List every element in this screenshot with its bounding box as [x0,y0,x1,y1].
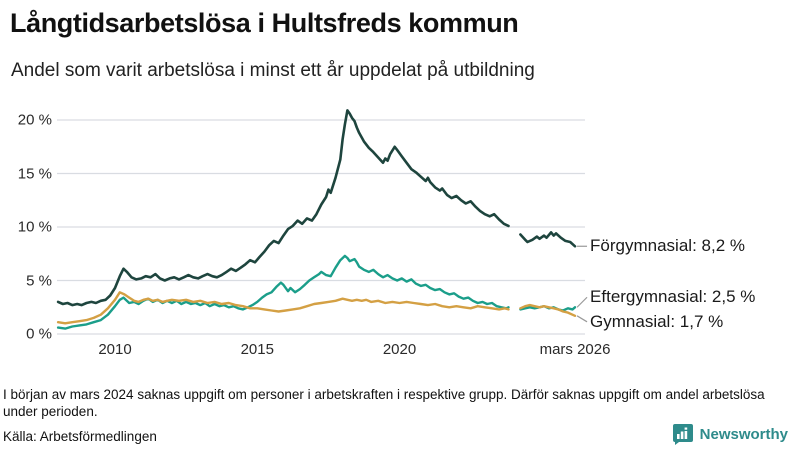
x-tick-label: 2015 [240,341,274,358]
branding: Newsworthy [672,423,788,445]
end-label-Förgymnasial: Förgymnasial: 8,2 % [590,236,745,256]
x-tick-label: 2010 [98,341,132,358]
series-line-Gymnasial [519,303,577,317]
x-tick-label: mars 2026 [539,341,611,358]
page-title: Långtidsarbetslösa i Hultsfreds kommun [10,8,519,38]
series-line-Eftergymnasial [56,254,510,330]
branding-name: Newsworthy [699,425,788,443]
source-text: Källa: Arbetsförmedlingen [3,429,157,444]
page-subtitle: Andel som varit arbetslösa i minst ett å… [11,60,535,81]
label-connector [576,296,588,308]
end-label-Eftergymnasial: Eftergymnasial: 2,5 % [590,287,756,307]
x-tick-label: 2020 [382,341,417,358]
footnote-text: I början av mars 2024 saknas uppgift om … [3,387,765,420]
newsworthy-bar-chart-icon [672,424,693,445]
y-tick-label: 0 % [26,325,52,343]
y-tick-label: 10 % [17,218,52,236]
series-line-Förgymnasial [56,109,510,307]
series-line-Förgymnasial [519,231,577,248]
y-tick-label: 5 % [26,272,52,289]
y-tick-label: 20 % [17,111,52,129]
y-tick-label: 15 % [17,165,52,182]
end-label-Gymnasial: Gymnasial: 1,7 % [590,311,724,331]
label-connector [576,315,588,323]
series-line-Gymnasial [56,291,510,325]
